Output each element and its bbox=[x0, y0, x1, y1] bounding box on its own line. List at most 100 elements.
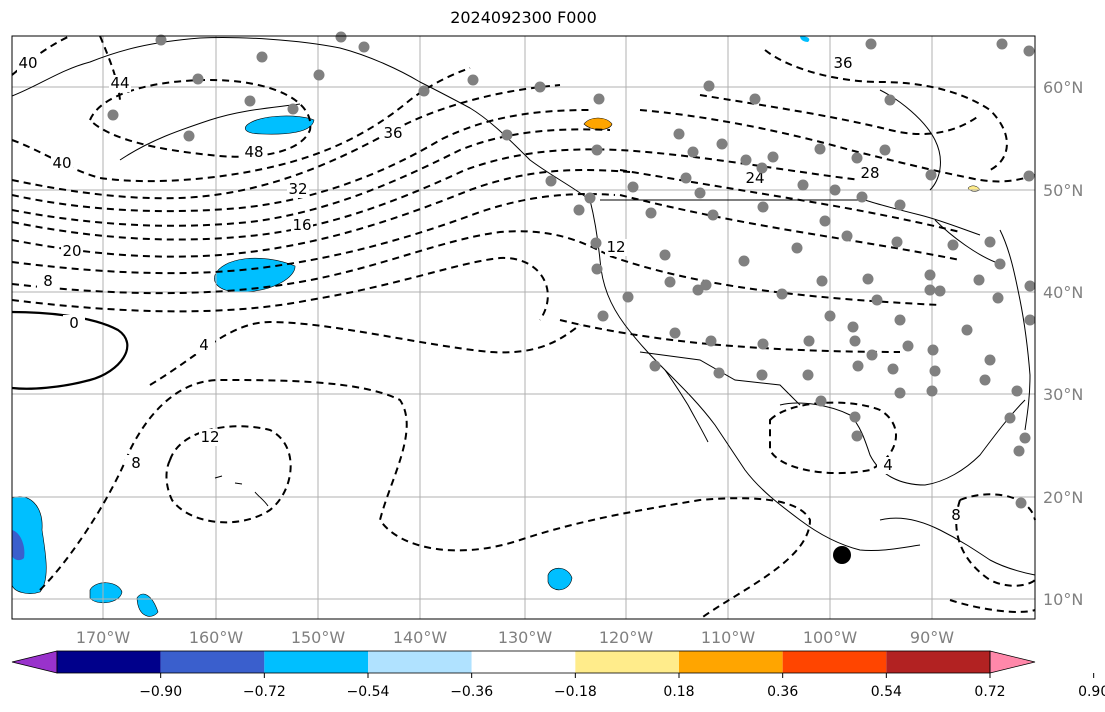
station-dot bbox=[590, 237, 602, 249]
station-dot bbox=[313, 69, 325, 81]
station-dot bbox=[891, 236, 903, 248]
station-dot bbox=[534, 81, 546, 93]
longitude-label: 150°W bbox=[291, 628, 346, 647]
station-dot bbox=[902, 340, 914, 352]
station-dot bbox=[713, 367, 725, 379]
station-dot bbox=[738, 255, 750, 267]
contour-28 bbox=[11, 128, 611, 227]
colorbar-segment bbox=[886, 651, 990, 673]
station-dot bbox=[694, 187, 706, 199]
station-dot bbox=[894, 387, 906, 399]
station-dot bbox=[467, 74, 479, 86]
contour-16 bbox=[11, 193, 616, 275]
contour-0 bbox=[11, 310, 129, 390]
station-dot bbox=[649, 360, 661, 372]
longitude-label: 170°W bbox=[76, 628, 131, 647]
colorbar-tick-label: −0.36 bbox=[450, 684, 493, 700]
station-dot bbox=[802, 369, 814, 381]
alaska-peninsula bbox=[119, 103, 301, 161]
station-dot bbox=[584, 192, 596, 204]
station-dot bbox=[797, 179, 809, 191]
colorbar-segment bbox=[160, 651, 265, 673]
station-dot bbox=[894, 314, 906, 326]
fill-west-pacific-negative bbox=[11, 496, 47, 594]
fill-blob-3 bbox=[547, 567, 573, 591]
station-dot bbox=[803, 335, 815, 347]
contour-32 bbox=[11, 109, 591, 213]
station-dot bbox=[593, 93, 605, 105]
station-dot bbox=[669, 327, 681, 339]
hawaii bbox=[214, 475, 269, 507]
contour-label-bg bbox=[51, 155, 73, 172]
contour-label: 16 bbox=[292, 216, 311, 234]
station-dot bbox=[107, 109, 119, 121]
station-dot bbox=[926, 385, 938, 397]
station-dot bbox=[776, 288, 788, 300]
station-dot bbox=[934, 285, 946, 297]
colorbar-segment bbox=[264, 651, 368, 673]
contour-label-bg bbox=[193, 337, 215, 354]
colorbar-frame bbox=[56, 650, 991, 674]
contour-label: 36 bbox=[383, 124, 402, 142]
contour-label: 32 bbox=[288, 180, 307, 198]
colorbar-tick-label: −0.72 bbox=[243, 684, 286, 700]
station-dot bbox=[816, 275, 828, 287]
contour-label-bg bbox=[605, 239, 627, 256]
station-dot bbox=[183, 130, 195, 142]
latitude-label: 50°N bbox=[1043, 181, 1083, 200]
station-dot bbox=[155, 34, 167, 46]
station-dot bbox=[927, 344, 939, 356]
contour-label-bg bbox=[287, 181, 309, 198]
colorbar-segment bbox=[57, 651, 161, 673]
station-dot bbox=[924, 284, 936, 296]
contour-label-bg bbox=[859, 165, 881, 182]
station-dot bbox=[1011, 385, 1023, 397]
station-dot bbox=[791, 242, 803, 254]
contour-28-east bbox=[639, 109, 1036, 183]
contour-label: 4 bbox=[883, 456, 893, 474]
station-dot bbox=[814, 143, 826, 155]
colorbar-segment bbox=[782, 651, 887, 673]
fill-pacific-negative bbox=[214, 257, 296, 293]
station-dot bbox=[947, 239, 959, 251]
colorbar-tick-label: 0.36 bbox=[767, 684, 798, 700]
contour-label-bg bbox=[382, 125, 404, 142]
station-dot bbox=[865, 38, 877, 50]
station-dot bbox=[961, 324, 973, 336]
contour-label-bg bbox=[243, 144, 265, 161]
contour-label: 44 bbox=[110, 74, 129, 92]
latitude-label: 20°N bbox=[1043, 488, 1083, 507]
contour-label: 24 bbox=[745, 169, 764, 187]
station-dot bbox=[692, 284, 704, 296]
contour-8-pac bbox=[39, 378, 812, 620]
station-dot bbox=[1023, 170, 1035, 182]
us-canada-border bbox=[600, 199, 981, 236]
contour-16-east bbox=[619, 194, 961, 261]
longitude-label: 130°W bbox=[498, 628, 553, 647]
station-dot bbox=[929, 365, 941, 377]
station-dot bbox=[597, 310, 609, 322]
station-dot bbox=[622, 291, 634, 303]
colorbar-tick-label: −0.54 bbox=[347, 684, 390, 700]
colorbar-arrow-low bbox=[11, 650, 58, 674]
longitude-label: 110°W bbox=[701, 628, 756, 647]
colorbar-tick-label: 0.18 bbox=[663, 684, 694, 700]
colorbar-tick-label: −0.18 bbox=[554, 684, 597, 700]
contour-label-bg bbox=[63, 315, 85, 332]
station-dot bbox=[703, 80, 715, 92]
station-dot bbox=[545, 175, 557, 187]
contour-label-bg bbox=[832, 55, 854, 72]
fill-blob-1 bbox=[89, 582, 123, 604]
station-dot bbox=[851, 152, 863, 164]
station-dot bbox=[757, 338, 769, 350]
longitude-label: 140°W bbox=[393, 628, 448, 647]
station-dot bbox=[879, 144, 891, 156]
contour-label: 20 bbox=[62, 242, 81, 260]
contour-label-bg bbox=[17, 55, 39, 72]
station-dot bbox=[192, 73, 204, 85]
contour-24 bbox=[11, 148, 861, 241]
fill-west-pacific-deep bbox=[12, 530, 25, 561]
contour-label-bg bbox=[37, 273, 59, 290]
colorbar-segment bbox=[575, 651, 679, 673]
